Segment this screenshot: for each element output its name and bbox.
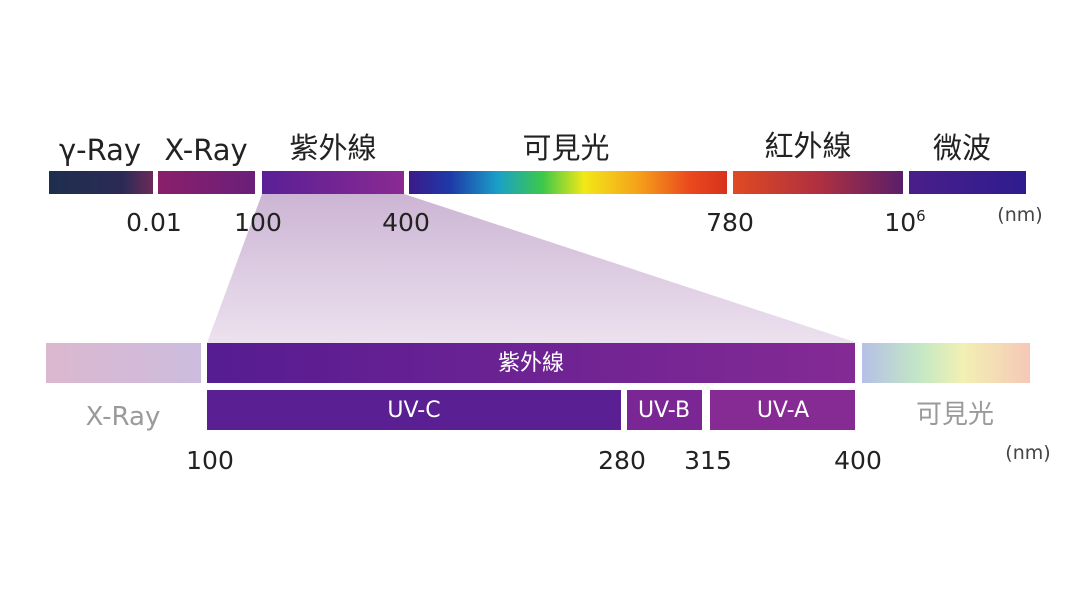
uv-a-label: UV-A [757, 398, 809, 423]
unit-top: (nm) [997, 204, 1042, 226]
uv-tick-400: 400 [834, 446, 882, 475]
visible-faded-bar [862, 343, 1030, 383]
uv-a-bar [710, 390, 855, 430]
uv-tick-280: 280 [598, 446, 646, 475]
spectrum-bar [49, 171, 1026, 194]
label-infrared: 紅外線 [764, 129, 851, 163]
zoom-projection [207, 194, 858, 343]
uv-main-label: 紫外線 [498, 351, 564, 376]
unit-bottom: (nm) [1005, 442, 1050, 464]
visible-side-label: 可見光 [916, 400, 994, 430]
label-gamma-ray: γ-Ray [59, 133, 141, 167]
uv-c-bar [207, 390, 621, 430]
tick-400: 400 [382, 208, 430, 237]
tick-100: 100 [234, 208, 282, 237]
tick-780: 780 [706, 208, 754, 237]
band-ultraviolet [262, 171, 404, 194]
band-x-ray [158, 171, 255, 194]
label-visible: 可見光 [522, 131, 609, 165]
tick-10-6: 106 [884, 207, 925, 237]
band-microwave [909, 171, 1026, 194]
x-ray-side-label: X-Ray [86, 402, 161, 432]
uv-b-bar [627, 390, 702, 430]
label-x-ray: X-Ray [164, 133, 247, 167]
label-microwave: 微波 [933, 131, 991, 165]
band-infrared [733, 171, 903, 194]
tick-0-01: 0.01 [126, 208, 182, 237]
uv-tick-100: 100 [186, 446, 234, 475]
band-gamma-ray [49, 171, 153, 194]
band-visible [409, 171, 727, 194]
uv-b-label: UV-B [638, 398, 690, 423]
x-ray-faded-bar [46, 343, 201, 383]
uv-c-label: UV-C [387, 398, 440, 423]
uv-tick-315: 315 [684, 446, 732, 475]
uv-main-bar [207, 343, 855, 383]
label-ultraviolet: 紫外線 [289, 131, 376, 165]
